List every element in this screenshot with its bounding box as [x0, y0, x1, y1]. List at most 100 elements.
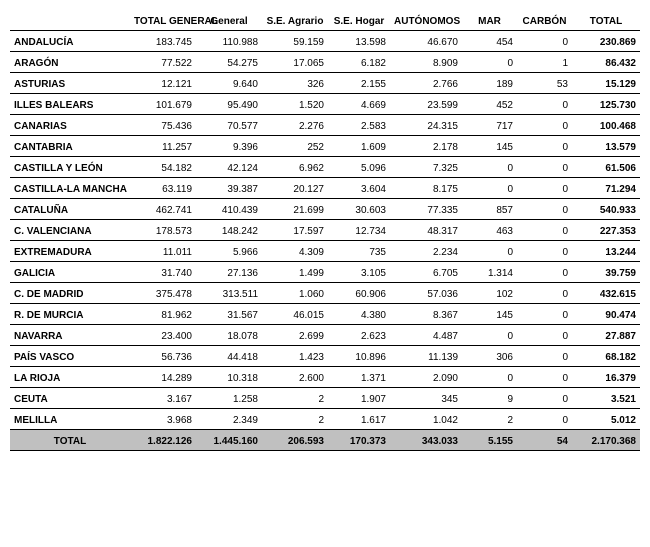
table-row: ASTURIAS12.1219.6403262.1552.7661895315.… [10, 73, 640, 94]
cell-hogar: 2.583 [328, 115, 390, 136]
cell-hogar: 3.604 [328, 178, 390, 199]
cell-hogar: 30.603 [328, 199, 390, 220]
cell-carbon: 0 [517, 241, 572, 262]
cell-mar: 0 [462, 157, 517, 178]
header-total-general: TOTAL GENERAL [130, 10, 196, 31]
cell-total_general: 14.289 [130, 367, 196, 388]
cell-total: 540.933 [572, 199, 640, 220]
cell-total_general: 63.119 [130, 178, 196, 199]
table-row: NAVARRA23.40018.0782.6992.6234.4870027.8… [10, 325, 640, 346]
cell-total_general: 81.962 [130, 304, 196, 325]
table-row: LA RIOJA14.28910.3182.6001.3712.0900016.… [10, 367, 640, 388]
cell-carbon: 0 [517, 157, 572, 178]
cell-hogar: 13.598 [328, 31, 390, 52]
cell-region: CANTABRIA [10, 136, 130, 157]
table-row: C. VALENCIANA178.573148.24217.59712.7344… [10, 220, 640, 241]
cell-agrario: 2.699 [262, 325, 328, 346]
cell-total_general: 12.121 [130, 73, 196, 94]
cell-total: 61.506 [572, 157, 640, 178]
cell-general: 95.490 [196, 94, 262, 115]
cell-agrario: 17.597 [262, 220, 328, 241]
cell-carbon: 0 [517, 31, 572, 52]
cell-mar: 0 [462, 178, 517, 199]
cell-autonomos: 11.139 [390, 346, 462, 367]
cell-autonomos: 1.042 [390, 409, 462, 430]
cell-agrario: 1.423 [262, 346, 328, 367]
cell-carbon: 0 [517, 220, 572, 241]
cell-total: 15.129 [572, 73, 640, 94]
table-row: CANARIAS75.43670.5772.2762.58324.3157170… [10, 115, 640, 136]
cell-total_general: 11.011 [130, 241, 196, 262]
cell-hogar: 2.623 [328, 325, 390, 346]
table-row: CANTABRIA11.2579.3962521.6092.178145013.… [10, 136, 640, 157]
cell-general: 5.966 [196, 241, 262, 262]
cell-carbon: 0 [517, 178, 572, 199]
cell-agrario: 4.309 [262, 241, 328, 262]
cell-mar: 0 [462, 367, 517, 388]
total-hogar: 170.373 [328, 430, 390, 451]
cell-carbon: 0 [517, 409, 572, 430]
cell-total: 68.182 [572, 346, 640, 367]
cell-general: 313.511 [196, 283, 262, 304]
cell-total: 39.759 [572, 262, 640, 283]
cell-region: NAVARRA [10, 325, 130, 346]
cell-total: 71.294 [572, 178, 640, 199]
cell-region: CASTILLA Y LEÓN [10, 157, 130, 178]
cell-total_general: 462.741 [130, 199, 196, 220]
cell-carbon: 0 [517, 367, 572, 388]
header-row: TOTAL GENERAL General S.E. Agrario S.E. … [10, 10, 640, 31]
cell-autonomos: 6.705 [390, 262, 462, 283]
cell-region: R. DE MURCIA [10, 304, 130, 325]
cell-total: 125.730 [572, 94, 640, 115]
table-row: GALICIA31.74027.1361.4993.1056.7051.3140… [10, 262, 640, 283]
table-row: C. DE MADRID375.478313.5111.06060.90657.… [10, 283, 640, 304]
cell-region: ILLES BALEARS [10, 94, 130, 115]
cell-total_general: 54.182 [130, 157, 196, 178]
cell-hogar: 2.155 [328, 73, 390, 94]
cell-autonomos: 57.036 [390, 283, 462, 304]
cell-general: 42.124 [196, 157, 262, 178]
cell-mar: 9 [462, 388, 517, 409]
cell-hogar: 4.669 [328, 94, 390, 115]
table-row: CASTILLA-LA MANCHA63.11939.38720.1273.60… [10, 178, 640, 199]
cell-mar: 189 [462, 73, 517, 94]
cell-carbon: 53 [517, 73, 572, 94]
cell-general: 70.577 [196, 115, 262, 136]
cell-agrario: 20.127 [262, 178, 328, 199]
data-table: TOTAL GENERAL General S.E. Agrario S.E. … [10, 10, 640, 451]
cell-total_general: 101.679 [130, 94, 196, 115]
cell-mar: 145 [462, 304, 517, 325]
cell-carbon: 0 [517, 325, 572, 346]
table-row: CEUTA3.1671.25821.907345903.521 [10, 388, 640, 409]
cell-region: ANDALUCÍA [10, 31, 130, 52]
table-row: CATALUÑA462.741410.43921.69930.60377.335… [10, 199, 640, 220]
cell-autonomos: 77.335 [390, 199, 462, 220]
cell-autonomos: 24.315 [390, 115, 462, 136]
total-label: TOTAL [10, 430, 130, 451]
cell-hogar: 5.096 [328, 157, 390, 178]
cell-general: 39.387 [196, 178, 262, 199]
cell-autonomos: 46.670 [390, 31, 462, 52]
cell-region: C. DE MADRID [10, 283, 130, 304]
cell-agrario: 46.015 [262, 304, 328, 325]
cell-autonomos: 8.175 [390, 178, 462, 199]
cell-region: MELILLA [10, 409, 130, 430]
cell-total: 100.468 [572, 115, 640, 136]
cell-mar: 463 [462, 220, 517, 241]
cell-carbon: 0 [517, 94, 572, 115]
header-autonomos: AUTÓNOMOS [390, 10, 462, 31]
cell-autonomos: 8.367 [390, 304, 462, 325]
total-agrario: 206.593 [262, 430, 328, 451]
cell-hogar: 1.617 [328, 409, 390, 430]
cell-region: CATALUÑA [10, 199, 130, 220]
cell-general: 9.640 [196, 73, 262, 94]
cell-region: CASTILLA-LA MANCHA [10, 178, 130, 199]
cell-region: CEUTA [10, 388, 130, 409]
table-row: PAÍS VASCO56.73644.4181.42310.89611.1393… [10, 346, 640, 367]
cell-total: 227.353 [572, 220, 640, 241]
cell-mar: 1.314 [462, 262, 517, 283]
cell-agrario: 2 [262, 388, 328, 409]
cell-region: LA RIOJA [10, 367, 130, 388]
total-total: 2.170.368 [572, 430, 640, 451]
cell-mar: 0 [462, 325, 517, 346]
